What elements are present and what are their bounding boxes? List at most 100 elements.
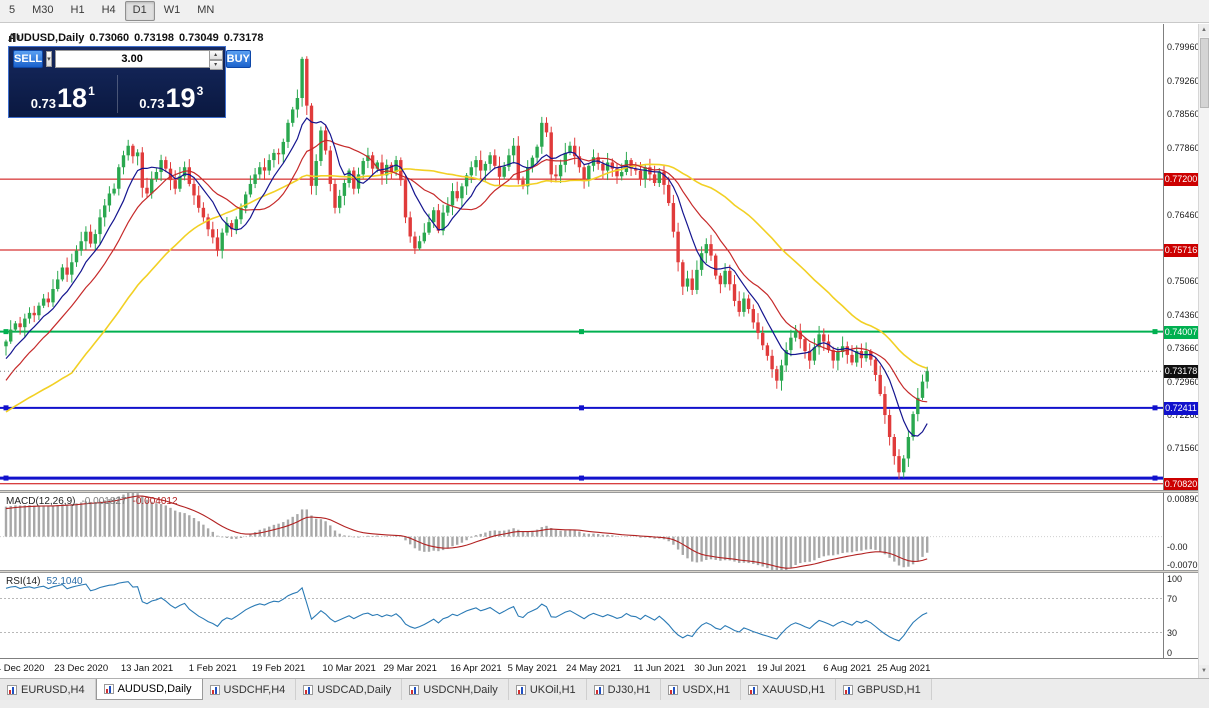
tab-label: XAUUSD,H1 xyxy=(762,683,826,696)
date-label: 25 Aug 2021 xyxy=(877,663,931,674)
tab-ukoil-h1[interactable]: UKOil,H1 xyxy=(508,679,587,700)
rsi-axis: 100 70 30 0 xyxy=(1163,573,1198,658)
tab-usdchf-h4[interactable]: USDCHF,H4 xyxy=(202,679,297,700)
tab-gbpusd-h1[interactable]: GBPUSD,H1 xyxy=(836,679,932,700)
timeframe-button-w1[interactable]: W1 xyxy=(163,4,181,17)
macd-axis-label: -0.00 xyxy=(1167,542,1188,553)
date-label: 13 Jan 2021 xyxy=(120,663,174,674)
macd-main-value: -0.001827 xyxy=(81,496,127,507)
macd-axis: 0.008904 -0.00 -0.00701 xyxy=(1163,493,1205,570)
chart-tab-icon xyxy=(303,684,314,695)
sell-price-big: 18 xyxy=(57,83,88,114)
price-badge: 0.72411 xyxy=(1164,401,1198,415)
date-label: 4 Dec 2020 xyxy=(0,663,45,674)
rsi-axis-label: 30 xyxy=(1167,627,1178,638)
date-label: 16 Apr 2021 xyxy=(450,663,502,674)
vertical-scrollbar[interactable]: ▲ ▼ xyxy=(1198,24,1209,678)
one-click-trading-panel: SELL ▾ ▴ ▾ BUY 0.73 18 1 xyxy=(8,46,251,118)
price-chart-pane[interactable]: AUDUSD,Daily 0.73060 0.73198 0.73049 0.7… xyxy=(0,24,1163,490)
chart-tab-icon xyxy=(748,684,759,695)
chart-tab-icon xyxy=(843,684,854,695)
price-badge: 0.77200 xyxy=(1164,173,1198,187)
price-divider xyxy=(116,75,118,113)
rsi-pane[interactable]: RSI(14) 52.1040 xyxy=(0,573,1163,658)
volume-input[interactable] xyxy=(54,50,210,68)
macd-signal-line xyxy=(5,495,928,569)
macd-pane[interactable]: MACD(12,26,9) -0.001827 -0.004012 xyxy=(0,493,1163,570)
price-badge: 0.75716 xyxy=(1164,244,1198,258)
rsi-value: 52.1040 xyxy=(46,576,83,587)
ohlc-open: 0.73060 xyxy=(89,32,130,44)
chart-tab-icon xyxy=(515,684,526,695)
tab-label: USDCHF,H4 xyxy=(223,683,286,696)
tab-usdx-h1[interactable]: USDX,H1 xyxy=(661,679,742,700)
macd-signal-value: -0.004012 xyxy=(132,496,178,507)
macd-canvas[interactable] xyxy=(0,493,1163,570)
price-tick: 0.75060 xyxy=(1167,276,1200,287)
timeframe-button-d1[interactable]: D1 xyxy=(124,1,155,21)
price-tick: 0.73660 xyxy=(1167,343,1200,354)
chart-tab-icon xyxy=(409,684,420,695)
volume-dropdown-button[interactable]: ▾ xyxy=(46,51,52,67)
price-chart-canvas[interactable] xyxy=(0,24,1163,490)
price-tick: 0.72960 xyxy=(1167,376,1200,387)
price-tick: 0.72260 xyxy=(1167,410,1200,421)
pane-splitter[interactable] xyxy=(0,490,1198,493)
rsi-title-bar: RSI(14) 52.1040 xyxy=(6,576,83,587)
tab-audusd-daily[interactable]: AUDUSD,Daily xyxy=(95,679,203,700)
chart-icon xyxy=(9,33,20,42)
volume-increase-icon[interactable]: ▴ xyxy=(209,50,223,60)
scrollbar-thumb[interactable] xyxy=(1200,38,1209,108)
chevron-down-icon: ▾ xyxy=(47,56,51,63)
tab-label: UKOil,H1 xyxy=(529,683,576,696)
date-label: 19 Jul 2021 xyxy=(756,663,807,674)
price-tick: 0.71560 xyxy=(1167,443,1200,454)
rsi-canvas[interactable] xyxy=(0,573,1163,658)
date-label: 23 Dec 2020 xyxy=(54,663,109,674)
chart-tab-icon xyxy=(7,684,17,695)
date-label: 5 May 2021 xyxy=(507,663,558,674)
timeframe-button-m30[interactable]: M30 xyxy=(32,4,54,17)
pane-splitter[interactable] xyxy=(0,570,1198,573)
sell-price-display[interactable]: 0.73 18 1 xyxy=(9,71,117,117)
timeframe-button-h4[interactable]: H4 xyxy=(101,4,116,17)
date-label: 30 Jun 2021 xyxy=(694,663,747,674)
chart-symbol-period: AUDUSD,Daily xyxy=(8,32,85,44)
tab-label: EURUSD,H4 xyxy=(21,683,85,696)
price-tick: 0.77860 xyxy=(1167,142,1200,153)
date-label: 19 Feb 2021 xyxy=(251,663,306,674)
scroll-up-icon[interactable]: ▲ xyxy=(1199,24,1209,37)
tab-eurusd-h4[interactable]: EURUSD,H4 xyxy=(0,679,96,700)
tab-label: DJ30,H1 xyxy=(607,683,651,696)
timeframe-toolbar: 5 M30 H1 H4 D1 W1 MN xyxy=(0,0,1209,23)
rsi-axis-label: 100 xyxy=(1167,574,1183,584)
tab-dj30-h1[interactable]: DJ30,H1 xyxy=(586,679,662,700)
scroll-down-icon[interactable]: ▼ xyxy=(1199,665,1209,678)
tab-usdcad-daily[interactable]: USDCAD,Daily xyxy=(296,679,403,700)
timeframe-button-5[interactable]: 5 xyxy=(9,4,16,17)
chart-tab-icon xyxy=(209,684,220,695)
price-badge: 0.73178 xyxy=(1164,365,1198,379)
buy-price-display[interactable]: 0.73 19 3 xyxy=(118,71,226,117)
chart-info-bar: AUDUSD,Daily 0.73060 0.73198 0.73049 0.7… xyxy=(8,32,263,44)
date-label: 11 Jun 2021 xyxy=(633,663,686,674)
timeframe-button-h1[interactable]: H1 xyxy=(70,4,85,17)
sell-price-pip: 1 xyxy=(88,84,95,98)
timeframe-button-mn[interactable]: MN xyxy=(197,4,215,17)
tab-xauusd-h1[interactable]: XAUUSD,H1 xyxy=(741,679,837,700)
tab-usdcnh-daily[interactable]: USDCNH,Daily xyxy=(402,679,509,700)
buy-price-pip: 3 xyxy=(196,84,204,98)
price-badge: 0.74007 xyxy=(1164,325,1198,339)
price-badge: 0.70820 xyxy=(1164,477,1198,491)
buy-button[interactable]: BUY xyxy=(225,50,251,68)
ohlc-close: 0.73178 xyxy=(223,32,264,44)
volume-decrease-icon[interactable]: ▾ xyxy=(209,60,223,70)
date-label: 1 Feb 2021 xyxy=(188,663,237,674)
ma-fast-navy xyxy=(5,117,928,437)
date-axis[interactable]: 4 Dec 2020 23 Dec 2020 13 Jan 2021 1 Feb 20… xyxy=(0,658,1198,678)
tab-label: AUDUSD,Daily xyxy=(117,683,192,695)
horizontal-level-lines[interactable] xyxy=(0,178,1163,485)
sell-button[interactable]: SELL xyxy=(13,50,44,68)
price-tick: 0.79260 xyxy=(1167,75,1200,86)
